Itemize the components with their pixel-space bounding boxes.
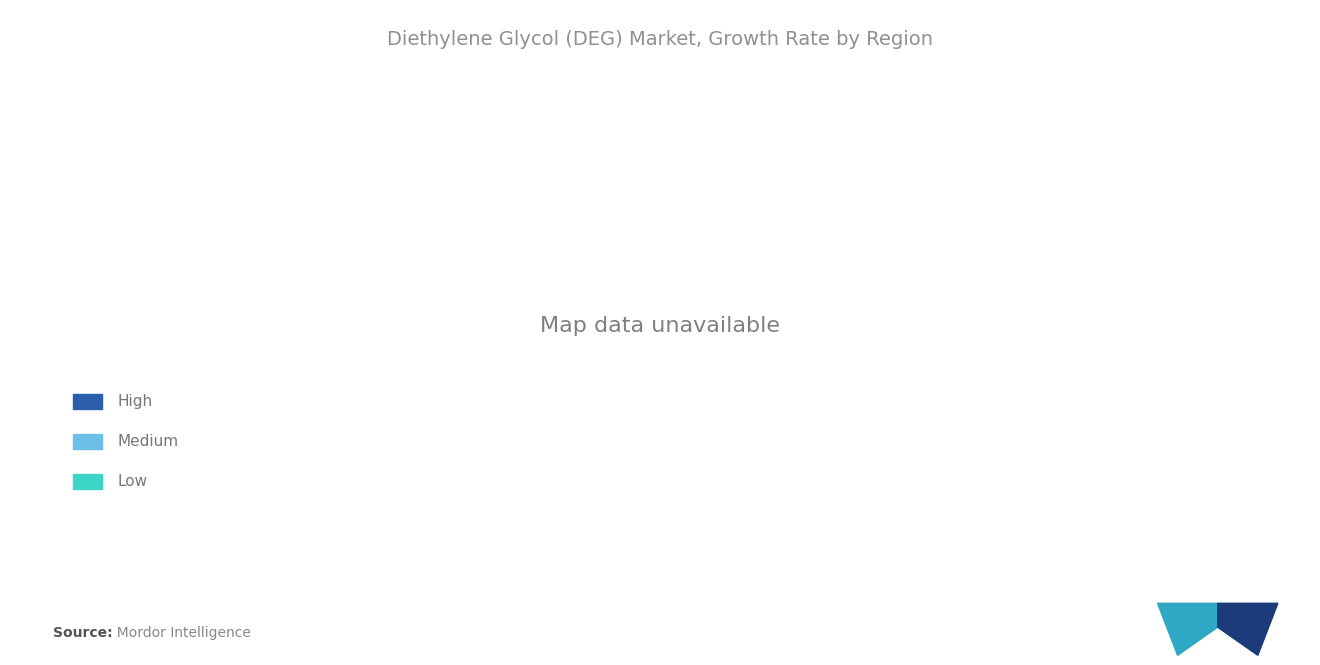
Text: Diethylene Glycol (DEG) Market, Growth Rate by Region: Diethylene Glycol (DEG) Market, Growth R…	[387, 30, 933, 49]
Polygon shape	[1217, 603, 1278, 656]
Text: Mordor Intelligence: Mordor Intelligence	[108, 626, 251, 640]
Text: Map data unavailable: Map data unavailable	[540, 316, 780, 336]
Text: Source:: Source:	[53, 626, 112, 640]
Polygon shape	[1158, 603, 1217, 656]
Text: High: High	[117, 394, 153, 409]
Text: Medium: Medium	[117, 434, 178, 449]
Text: Low: Low	[117, 474, 148, 489]
